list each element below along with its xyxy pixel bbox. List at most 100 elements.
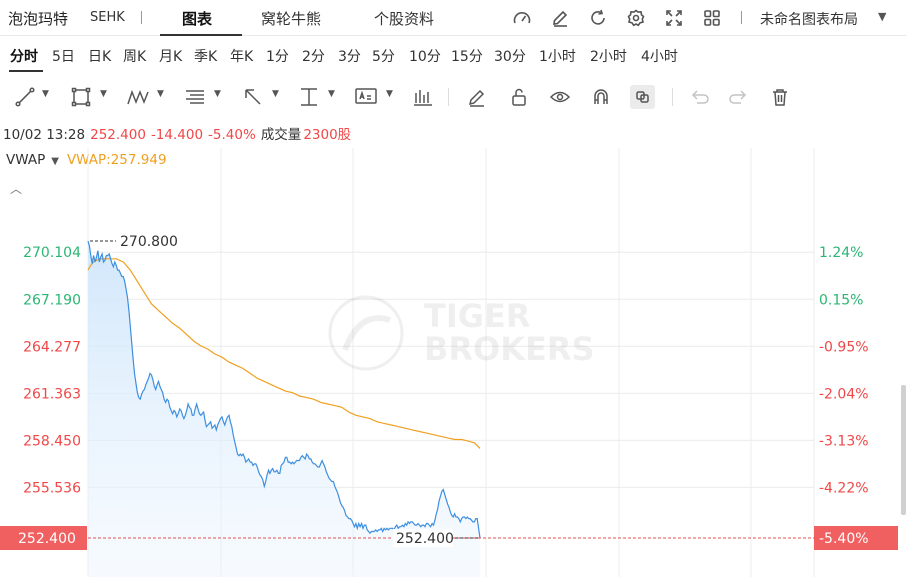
chevron-down-icon[interactable]: ▼: [157, 89, 164, 99]
pct-tick-label: -0.95%: [819, 339, 869, 355]
trash-icon[interactable]: [769, 86, 791, 108]
period-option[interactable]: 3分: [338, 49, 361, 65]
y-tick-label: 261.363: [23, 386, 81, 402]
vwap-line: [87, 258, 481, 449]
indicator-name[interactable]: VWAP: [6, 152, 46, 168]
pct-tick-label: 0.15%: [819, 292, 863, 308]
volume-value: 2300股: [303, 127, 352, 143]
chevron-down-icon[interactable]: ▼: [386, 89, 393, 99]
last-price-tag: [0, 526, 87, 550]
price-line: [87, 240, 481, 539]
price-area-fill: [88, 241, 480, 577]
period-option[interactable]: 年K: [230, 49, 254, 65]
indicator-value: VWAP:257.949: [66, 152, 167, 168]
period-option[interactable]: 10分: [409, 49, 441, 65]
period-option[interactable]: 15分: [451, 49, 483, 65]
link-icon[interactable]: [630, 85, 655, 109]
y-axis-right: 1.24% 0.15% -0.95% -2.04% -3.13% -4.22%: [819, 245, 869, 496]
period-option[interactable]: 1小时: [539, 49, 576, 65]
gear-icon[interactable]: [626, 8, 646, 28]
current-price: 252.400: [90, 127, 146, 143]
price-info-line: 10/02 13:28 252.400 -14.400 -5.40% 成交量 2300股: [3, 123, 356, 143]
rectangle-icon[interactable]: [70, 86, 92, 108]
watermark-line2: BROKERS: [424, 330, 595, 368]
tab-profile[interactable]: 个股资料: [374, 10, 435, 28]
last-price-tag-text: 252.400: [18, 531, 76, 547]
chevron-down-icon[interactable]: ▼: [42, 89, 49, 99]
active-tab-indicator: [160, 34, 242, 36]
price-change-pct: -5.40%: [208, 127, 256, 143]
pct-tick-label: -3.13%: [819, 433, 869, 449]
chevron-down-icon[interactable]: ▼: [878, 10, 887, 23]
redo-icon[interactable]: [728, 86, 750, 108]
datetime: 10/02 13:28: [3, 127, 86, 143]
annotation-icon[interactable]: [354, 86, 378, 108]
edit-icon[interactable]: [550, 8, 570, 28]
pencil-icon[interactable]: [466, 86, 488, 108]
arrow-icon[interactable]: [242, 86, 264, 108]
period-option[interactable]: 2分: [302, 49, 325, 65]
period-option[interactable]: 5分: [372, 49, 395, 65]
text-cursor-icon[interactable]: [298, 86, 320, 108]
chevron-down-icon[interactable]: ▼: [272, 89, 279, 99]
bar-icon[interactable]: [412, 86, 434, 108]
header-divider-2: [741, 11, 742, 24]
chevron-down-icon[interactable]: ▼: [51, 156, 59, 167]
header-divider: [141, 11, 142, 24]
fullscreen-icon[interactable]: [664, 8, 684, 28]
y-tick-label: 264.277: [23, 339, 81, 355]
undo-icon[interactable]: [688, 86, 710, 108]
pct-tick-label: 1.24%: [819, 245, 863, 261]
layout-name[interactable]: 未命名图表布局: [760, 12, 858, 28]
tab-warrants[interactable]: 窝轮牛熊: [261, 10, 322, 28]
period-option[interactable]: 5日: [52, 49, 75, 65]
period-option[interactable]: 周K: [123, 49, 147, 65]
scrollbar[interactable]: [901, 385, 906, 515]
y-axis-left: 270.104 267.190 264.277 261.363 258.450 255.5…: [23, 245, 81, 496]
active-period-indicator: [9, 70, 43, 72]
volume-label: 成交量: [260, 127, 302, 143]
chevron-down-icon[interactable]: ▼: [214, 89, 221, 99]
period-option[interactable]: 1分: [266, 49, 289, 65]
pct-tick-label: -4.22%: [819, 480, 869, 496]
period-active[interactable]: 分时: [10, 49, 38, 65]
high-label: 270.800: [120, 234, 178, 250]
magnet-icon[interactable]: [590, 86, 612, 108]
refresh-icon[interactable]: [588, 8, 608, 28]
last-pct-tag-text: -5.40%: [819, 531, 869, 547]
watermark-line1: TIGER: [424, 297, 531, 335]
watermark: TIGER BROKERS: [328, 295, 595, 371]
y-tick-label: 267.190: [23, 292, 81, 308]
period-option[interactable]: 30分: [494, 49, 526, 65]
period-option[interactable]: 季K: [194, 49, 218, 65]
toolbar-divider: [672, 88, 673, 106]
period-option[interactable]: 月K: [159, 49, 183, 65]
chevron-down-icon[interactable]: ▼: [100, 89, 107, 99]
price-change: -14.400: [150, 127, 204, 143]
eye-icon[interactable]: [549, 86, 571, 108]
grid-icon[interactable]: [702, 8, 722, 28]
pct-tick-label: -2.04%: [819, 386, 869, 402]
y-tick-label: 255.536: [23, 480, 81, 496]
pattern-icon[interactable]: [126, 86, 152, 108]
last-pct-tag: [814, 526, 898, 550]
low-label-bg: [393, 529, 453, 547]
period-option[interactable]: 日K: [88, 49, 112, 65]
stock-name[interactable]: 泡泡玛特: [8, 10, 69, 28]
speedometer-icon[interactable]: [512, 8, 532, 28]
top-header: 泡泡玛特 SEHK 图表 窝轮牛熊 个股资料 未命名图表布局 ▼: [0, 0, 906, 36]
tab-chart[interactable]: 图表: [182, 10, 213, 28]
period-option[interactable]: 2小时: [590, 49, 627, 65]
indicator-legend: VWAP ▼ VWAP:257.949: [6, 152, 167, 168]
chevron-down-icon[interactable]: ▼: [328, 89, 335, 99]
collapse-icon[interactable]: ︿: [10, 182, 23, 196]
trendline-icon[interactable]: [14, 86, 36, 108]
fib-icon[interactable]: [184, 86, 206, 108]
lock-icon[interactable]: [508, 86, 530, 108]
y-tick-label: 258.450: [23, 433, 81, 449]
period-option[interactable]: 4小时: [641, 49, 678, 65]
y-tick-label: 270.104: [23, 245, 81, 261]
exchange-label: SEHK: [90, 10, 125, 25]
toolbar-divider: [448, 88, 449, 106]
